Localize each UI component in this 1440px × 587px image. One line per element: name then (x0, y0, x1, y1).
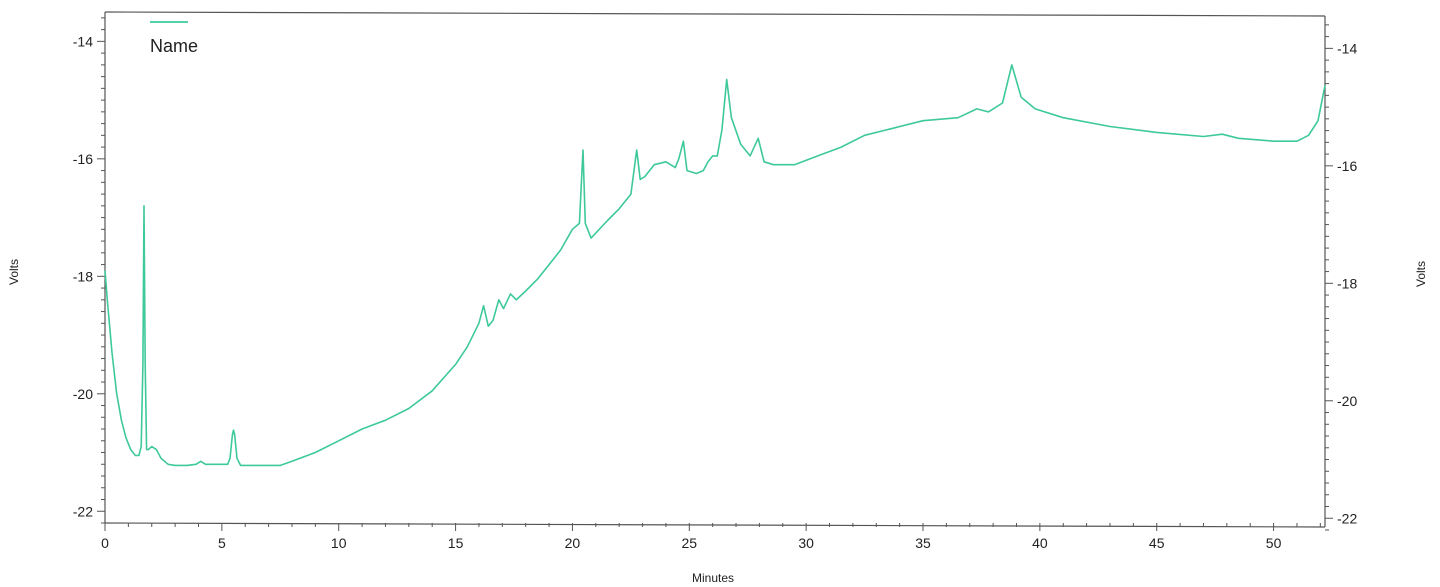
x-tick-label: 30 (798, 535, 814, 551)
y-tick-label-left: -20 (73, 386, 93, 402)
series-layer (104, 64, 1326, 467)
y-tick-label-right: -20 (1337, 393, 1357, 409)
axes: 0 5 10 15 20 25 30 35 40 45 50 -22 -22 -20 -20 -18 -18 -1… (73, 11, 1357, 551)
x-axis-title: Minutes (692, 571, 734, 585)
y-axis-title-left: Volts (7, 259, 21, 285)
y-tick-label-right: -16 (1337, 158, 1357, 174)
y-tick-label-right: -18 (1337, 275, 1357, 291)
y-tick-label-right: -22 (1337, 510, 1357, 526)
y-tick-label-left: -16 (73, 151, 93, 167)
y-tick-label-left: -22 (73, 503, 93, 519)
x-tick-label: 5 (218, 535, 226, 551)
x-tick-label: 10 (331, 535, 347, 551)
legend-label: Name (150, 36, 198, 56)
legend: Name (150, 21, 198, 56)
x-tick-label: 40 (1032, 535, 1048, 551)
x-tick-label: 50 (1266, 535, 1282, 551)
x-axis-line (104, 522, 1326, 528)
y-tick-label-left: -14 (73, 33, 93, 49)
x-tick-label: 35 (915, 535, 931, 551)
y-tick-label-left: -18 (73, 268, 93, 284)
x-tick-label: 25 (682, 535, 698, 551)
y-axis-title-right: Volts (1414, 261, 1428, 287)
y-tick-label-right: -14 (1337, 40, 1357, 56)
x-tick-label: 45 (1149, 535, 1165, 551)
series-line (104, 64, 1326, 467)
plot-top-border (104, 11, 1326, 17)
x-tick-label: 0 (101, 535, 109, 551)
x-tick-label: 15 (448, 535, 464, 551)
x-tick-label: 20 (565, 535, 581, 551)
